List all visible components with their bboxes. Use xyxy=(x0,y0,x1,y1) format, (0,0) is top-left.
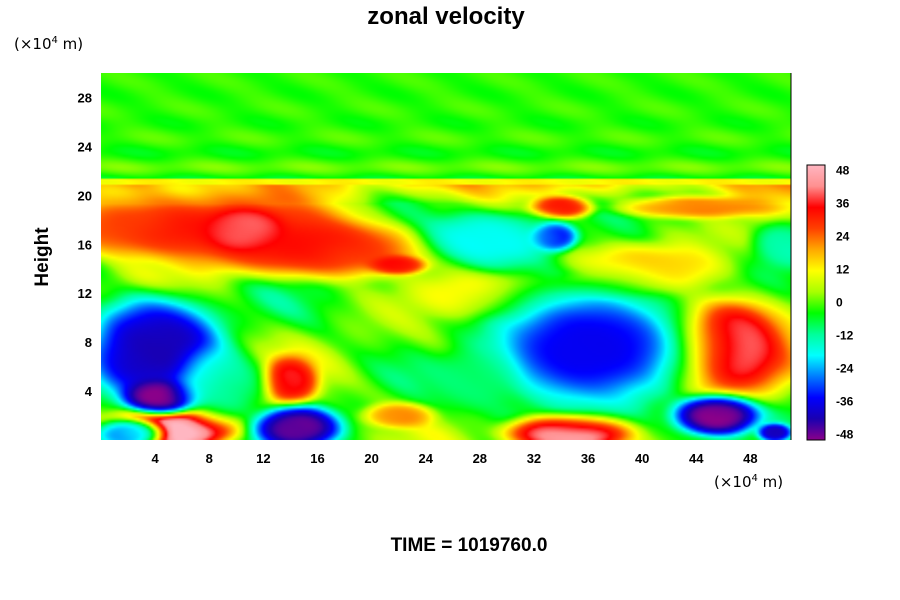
colorbar-tick-label: 12 xyxy=(836,263,850,277)
colorbar: 48 36 24 12 0 -12 -24 -36 -48 xyxy=(806,164,854,442)
time-label: TIME = 1019760.0 xyxy=(391,535,548,556)
x-tick-label: 40 xyxy=(635,451,649,466)
x-tick-label: 16 xyxy=(310,451,324,466)
chart-title: zonal velocity xyxy=(367,3,525,30)
x-tick-label: 28 xyxy=(473,451,487,466)
x-tick-label: 20 xyxy=(364,451,378,466)
x-unit-suffix: m) xyxy=(758,473,783,491)
x-unit-prefix: (×10 xyxy=(714,473,752,491)
colorbar-ticks: 48 36 24 12 0 -12 -24 -36 -48 xyxy=(836,164,854,442)
y-tick-label: 16 xyxy=(78,237,92,252)
x-unit-exponent: 4 xyxy=(752,473,758,484)
y-unit-prefix: (×10 xyxy=(14,35,52,53)
x-axis-ticks: 4 8 12 16 20 24 28 32 36 40 44 48 xyxy=(152,451,758,466)
colorbar-gradient xyxy=(806,164,826,441)
colorbar-tick-label: 48 xyxy=(836,164,850,178)
x-tick-label: 4 xyxy=(152,451,160,466)
x-tick-label: 32 xyxy=(527,451,541,466)
y-tick-label: 12 xyxy=(78,286,92,301)
x-tick-label: 48 xyxy=(743,451,757,466)
y-unit-label: (×104 m) xyxy=(14,35,83,53)
x-tick-label: 24 xyxy=(418,451,433,466)
plot-area xyxy=(101,73,792,440)
colorbar-tick-label: -24 xyxy=(836,362,854,376)
heatmap-field xyxy=(101,73,791,440)
y-axis-ticks: 4 8 12 16 20 24 28 xyxy=(78,90,93,399)
x-tick-label: 12 xyxy=(256,451,270,466)
y-tick-label: 20 xyxy=(78,188,92,203)
x-tick-label: 44 xyxy=(689,451,704,466)
y-tick-label: 24 xyxy=(78,139,93,154)
x-tick-label: 36 xyxy=(581,451,595,466)
colorbar-tick-label: -12 xyxy=(836,329,854,343)
colorbar-tick-label: 36 xyxy=(836,197,850,211)
colorbar-tick-label: -48 xyxy=(836,428,854,442)
y-tick-label: 4 xyxy=(85,384,93,399)
x-unit-label: (×104 m) xyxy=(714,473,783,491)
y-axis-label: Height xyxy=(32,227,53,287)
y-unit-exponent: 4 xyxy=(52,35,58,46)
colorbar-tick-label: -36 xyxy=(836,395,854,409)
colorbar-tick-label: 0 xyxy=(836,296,843,310)
y-tick-label: 8 xyxy=(85,335,92,350)
colorbar-tick-label: 24 xyxy=(836,230,850,244)
y-unit-suffix: m) xyxy=(58,35,83,53)
y-tick-label: 28 xyxy=(78,90,92,105)
x-tick-label: 8 xyxy=(206,451,213,466)
